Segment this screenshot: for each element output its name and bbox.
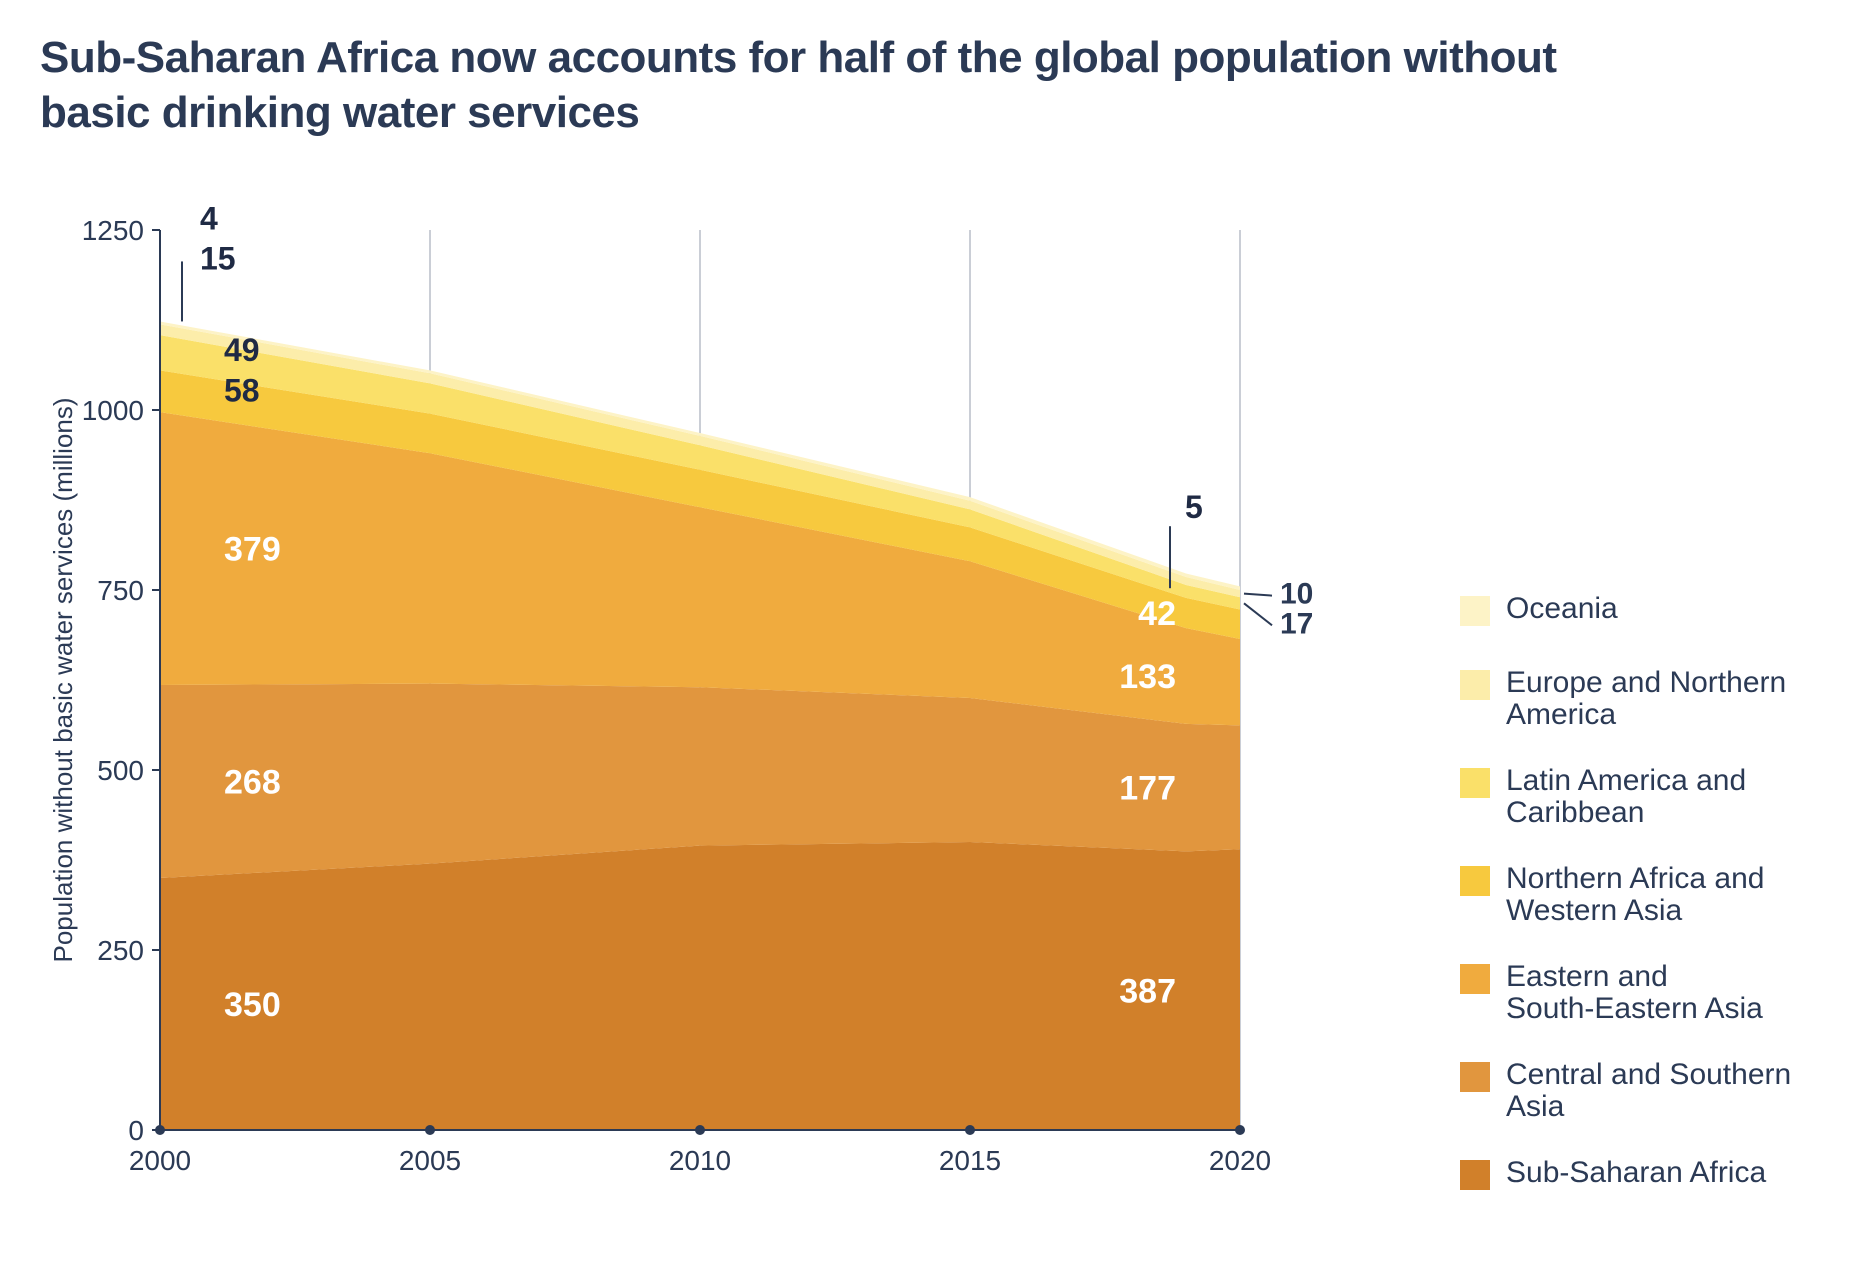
data-label-start-ssa: 350 [224, 986, 281, 1024]
legend-label-nawa: Northern Africa and [1506, 862, 1764, 895]
data-label-start-csa: 268 [224, 764, 281, 802]
legend-label-oce: Oceania [1506, 592, 1618, 625]
y-tick-label: 750 [97, 575, 144, 606]
data-label-end-oce: 5 [1185, 489, 1203, 525]
y-tick-label: 500 [97, 755, 144, 786]
y-tick-label: 0 [128, 1115, 144, 1146]
x-tick-label: 2000 [129, 1145, 191, 1176]
data-label-start-oce: 4 [200, 200, 218, 236]
legend-swatch-csa [1460, 1062, 1490, 1092]
x-tick-label: 2010 [669, 1145, 731, 1176]
legend-swatch-esea [1460, 964, 1490, 994]
data-label-start-lac: 49 [224, 332, 260, 368]
data-label-end-nawa: 42 [1138, 595, 1176, 633]
legend-swatch-oce [1460, 596, 1490, 626]
legend-label-ena: America [1506, 698, 1616, 731]
data-label-end-csa: 177 [1119, 770, 1176, 808]
chart-title: Sub-Saharan Africa now accounts for half… [40, 30, 1640, 140]
x-tick-label: 2020 [1209, 1145, 1271, 1176]
legend-label-esea: South-Eastern Asia [1506, 992, 1763, 1025]
legend-swatch-nawa [1460, 866, 1490, 896]
legend-label-ena: Europe and Northern [1506, 666, 1786, 699]
data-label-end-ena: 10 [1280, 578, 1313, 611]
legend-swatch-ena [1460, 670, 1490, 700]
area-ssa [160, 842, 1240, 1130]
data-label-start-esea: 379 [224, 531, 281, 569]
legend-label-csa: Central and Southern [1506, 1058, 1791, 1091]
x-tick-label: 2015 [939, 1145, 1001, 1176]
y-tick-label: 250 [97, 935, 144, 966]
legend-label-csa: Asia [1506, 1090, 1565, 1123]
data-label-end-ssa: 387 [1119, 973, 1176, 1011]
legend-label-nawa: Western Asia [1506, 894, 1683, 927]
stacked-area-chart: 0 250 500 750 1000 1250 2000 2005 2010 2015 2020 Po… [40, 190, 1820, 1250]
x-tick-label: 2005 [399, 1145, 461, 1176]
data-label-end-esea: 133 [1119, 658, 1176, 696]
data-label-start-nawa: 58 [224, 372, 260, 408]
legend-label-esea: Eastern and [1506, 960, 1668, 993]
legend-label-lac: Latin America and [1506, 764, 1746, 797]
legend-swatch-lac [1460, 768, 1490, 798]
legend-label-lac: Caribbean [1506, 796, 1644, 829]
y-axis-label: Population without basic water services … [48, 397, 78, 962]
y-tick-label: 1000 [82, 395, 144, 426]
data-label-start-ena: 15 [200, 240, 236, 276]
data-label-end-lac: 17 [1280, 607, 1313, 640]
legend-label-ssa: Sub-Saharan Africa [1506, 1156, 1766, 1189]
y-tick-label: 1250 [82, 215, 144, 246]
legend-swatch-ssa [1460, 1160, 1490, 1190]
chart-container: 0 250 500 750 1000 1250 2000 2005 2010 2015 2020 Po… [40, 190, 1820, 1250]
